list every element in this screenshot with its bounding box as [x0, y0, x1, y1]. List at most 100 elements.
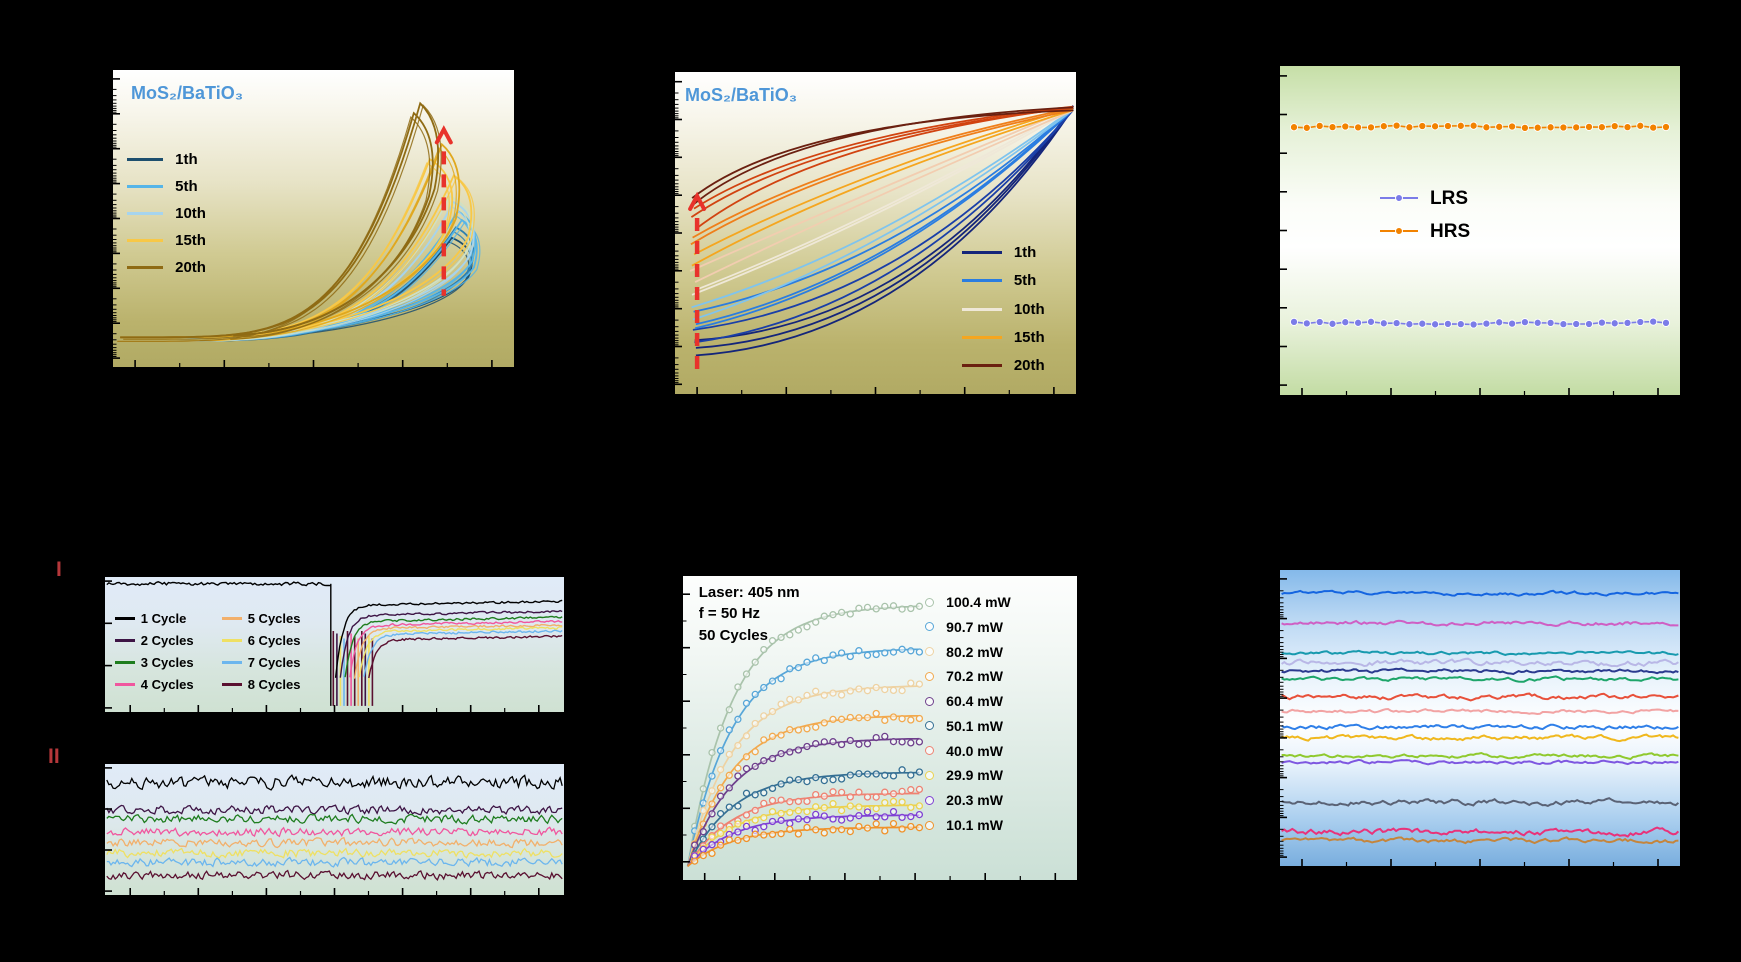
- data-marker: [794, 797, 803, 806]
- data-marker: [855, 812, 863, 820]
- data-marker: [794, 626, 803, 634]
- data-marker: [837, 816, 846, 824]
- legend-item: 4 Cycles: [115, 678, 194, 691]
- data-marker: [768, 808, 777, 816]
- lrs-marker: [1341, 318, 1350, 327]
- axis-ticks: [1280, 578, 1659, 866]
- state-trace: [1281, 589, 1679, 597]
- laser-annotation: Laser: 405 nm: [698, 583, 800, 601]
- data-marker: [829, 611, 837, 619]
- data-marker: [889, 686, 898, 695]
- state-trace: [1281, 707, 1679, 716]
- legend-label: 70.2 mW: [946, 668, 1003, 685]
- legend-item: 80.2 mW: [925, 645, 1003, 659]
- data-marker: [716, 841, 725, 849]
- data-marker: [881, 813, 889, 821]
- data-marker: [803, 658, 811, 666]
- data-marker: [889, 807, 898, 816]
- legend-swatch-line: [961, 364, 1002, 368]
- state-trace: [1281, 657, 1679, 668]
- data-marker: [768, 754, 777, 763]
- state-trace: [1281, 649, 1679, 656]
- state-trace: [1281, 733, 1679, 743]
- data-marker: [863, 687, 872, 695]
- data-marker: [777, 731, 785, 739]
- laser-annotation: f = 50 Hz: [698, 605, 761, 623]
- data-marker: [742, 834, 751, 843]
- data-marker: [777, 780, 785, 788]
- legend-item: 10th: [961, 302, 1045, 317]
- legend-item: LRS: [1380, 189, 1468, 208]
- legend-circle-marker: [925, 622, 935, 632]
- data-marker: [742, 789, 751, 797]
- hrs-marker: [1405, 123, 1414, 132]
- state-trace: [1281, 751, 1679, 761]
- legend-item: 15th: [127, 233, 206, 248]
- data-marker: [794, 746, 803, 754]
- axis-ticks: [105, 580, 540, 712]
- legend-item: 6 Cycles: [222, 634, 300, 647]
- data-marker: [760, 823, 768, 831]
- data-marker: [708, 748, 716, 757]
- data-marker: [803, 777, 811, 786]
- legend-swatch-line-marker: [1380, 226, 1418, 237]
- state-trace: [1281, 826, 1680, 838]
- data-marker: [872, 733, 880, 742]
- legend-label: 3 Cycles: [140, 655, 194, 671]
- data-marker: [907, 771, 915, 779]
- legend-item: 10th: [127, 206, 206, 221]
- hysteresis-curve: [695, 105, 1074, 349]
- data-marker: [872, 683, 880, 692]
- iv-loop-curve: [120, 236, 473, 339]
- axis-ticks: [675, 80, 1055, 394]
- legend-label: LRS: [1430, 187, 1468, 209]
- data-marker: [898, 686, 906, 695]
- data-marker: [708, 787, 716, 795]
- hrs-marker: [1597, 123, 1606, 132]
- data-marker: [716, 747, 725, 755]
- data-marker: [812, 803, 820, 811]
- panel-b-hysteresis-cycles-plot: [675, 80, 1074, 394]
- lrs-marker: [1315, 317, 1324, 327]
- data-marker: [837, 691, 846, 699]
- panel-e-laser-power-response-plot: [683, 593, 1057, 880]
- lrs-marker: [1379, 319, 1388, 328]
- data-marker: [829, 738, 837, 746]
- data-marker: [829, 776, 837, 784]
- data-marker: [734, 828, 742, 836]
- data-marker: [760, 799, 768, 808]
- data-marker: [881, 685, 889, 694]
- data-marker: [829, 800, 837, 808]
- state-trace: [1281, 667, 1679, 676]
- lrs-marker: [1636, 317, 1645, 327]
- data-marker: [725, 750, 733, 759]
- data-marker: [760, 831, 768, 839]
- noise-trace: [106, 869, 563, 881]
- legend-circle-marker: [925, 795, 935, 805]
- legend-item: 8 Cycles: [222, 678, 300, 691]
- panel-c-retention-lrs-hrs: LRS HRS: [1280, 66, 1680, 395]
- data-marker: [863, 793, 872, 801]
- data-marker: [820, 656, 828, 665]
- legend-label: 1th: [1013, 243, 1037, 261]
- data-marker: [863, 713, 872, 722]
- data-marker: [855, 714, 863, 722]
- data-marker: [777, 700, 785, 708]
- data-marker: [881, 827, 889, 835]
- hrs-marker: [1328, 123, 1337, 132]
- hysteresis-curve: [691, 109, 1074, 267]
- data-marker: [846, 736, 854, 745]
- legend-label: 2 Cycles: [140, 633, 194, 649]
- data-marker: [777, 633, 785, 642]
- lrs-marker: [1392, 319, 1401, 328]
- data-marker: [889, 737, 898, 746]
- data-marker: [751, 830, 759, 838]
- fit-curve: [687, 826, 920, 867]
- data-marker: [915, 738, 924, 746]
- data-marker: [907, 647, 915, 655]
- legend-swatch-line: [961, 307, 1002, 311]
- data-marker: [863, 603, 872, 612]
- data-marker: [829, 651, 837, 659]
- legend-item: 15th: [961, 330, 1045, 345]
- data-marker: [751, 762, 759, 771]
